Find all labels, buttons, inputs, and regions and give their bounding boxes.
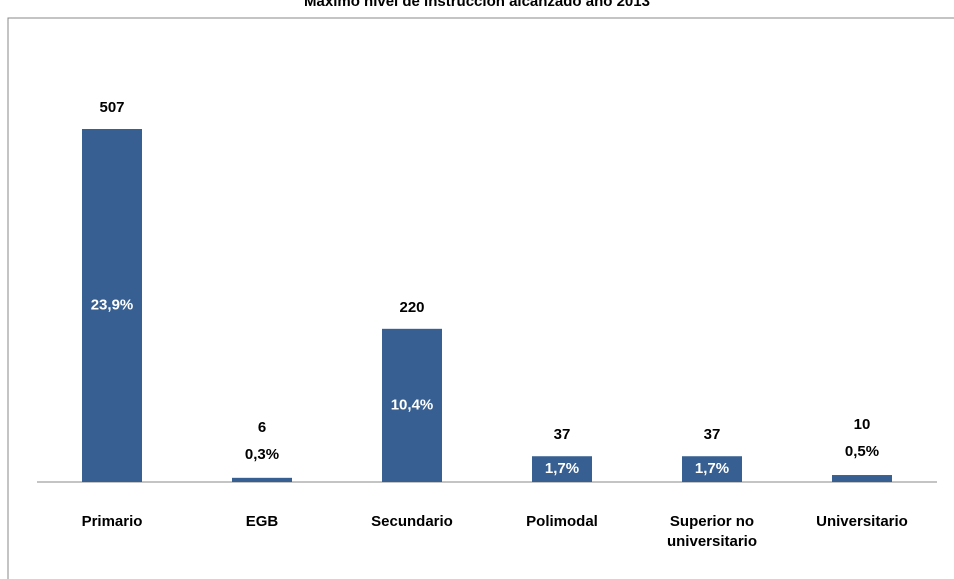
value-label: 10: [854, 416, 871, 433]
percentage-label: 1,7%: [545, 460, 579, 477]
bar: [382, 328, 442, 482]
value-label: 507: [99, 99, 124, 116]
x-tick-label: Secundario: [371, 513, 453, 530]
value-label: 6: [258, 419, 266, 436]
x-tick-label: Superior no universitario: [666, 513, 758, 550]
percentage-label: 1,7%: [695, 460, 729, 477]
x-tick-label: Universitario: [816, 513, 908, 530]
bar: [832, 475, 892, 482]
x-tick-label: EGB: [245, 513, 279, 530]
bar: [82, 129, 142, 482]
bar: [532, 456, 592, 482]
value-label: 220: [399, 299, 424, 316]
plot-border: [7, 17, 954, 579]
value-label: 37: [704, 426, 721, 443]
bar: [232, 477, 292, 482]
x-tick-label: Polimodal: [526, 513, 598, 530]
bar: [682, 456, 742, 482]
percentage-label: 0,5%: [845, 443, 879, 460]
percentage-label: 10,4%: [391, 396, 434, 413]
value-label: 37: [554, 426, 571, 443]
percentage-label: 23,9%: [91, 296, 134, 313]
percentage-label: 0,3%: [245, 446, 279, 463]
x-tick-label: Primario: [81, 513, 143, 530]
chart-title: Máximo nivel de instrucción alcanzado añ…: [304, 0, 650, 10]
